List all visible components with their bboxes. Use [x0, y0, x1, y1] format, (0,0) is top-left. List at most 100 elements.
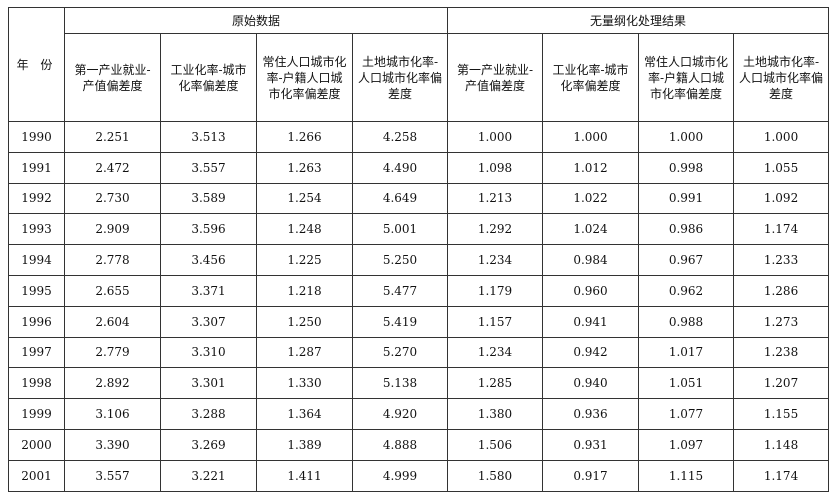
column-header: 第一产业就业-产值偏差度 — [447, 33, 544, 122]
group-header-normalized: 无量纲化处理结果 — [447, 7, 830, 34]
year-cell: 1992 — [8, 182, 65, 215]
value-cell: 1.286 — [733, 274, 830, 307]
value-cell: 4.490 — [351, 151, 449, 184]
value-cell: 3.596 — [160, 213, 257, 246]
year-cell: 1993 — [8, 213, 65, 246]
value-cell: 0.941 — [542, 305, 640, 338]
value-cell: 1.389 — [256, 428, 353, 461]
value-cell: 1.580 — [447, 459, 544, 492]
value-cell: 1.000 — [447, 121, 544, 153]
value-cell: 4.999 — [351, 459, 449, 492]
value-cell: 3.307 — [160, 305, 257, 338]
value-cell: 5.419 — [351, 305, 449, 338]
value-cell: 5.270 — [351, 336, 449, 369]
value-cell: 4.888 — [351, 428, 449, 461]
value-cell: 1.051 — [638, 367, 735, 400]
value-cell: 3.456 — [160, 244, 257, 276]
value-cell: 0.940 — [542, 367, 640, 400]
value-cell: 1.024 — [542, 213, 640, 246]
year-cell: 2000 — [8, 428, 65, 461]
value-cell: 1.077 — [638, 398, 735, 430]
value-cell: 1.233 — [733, 244, 830, 276]
column-header: 常住人口城市化率-户籍人口城市化率偏差度 — [256, 33, 353, 122]
column-header: 常住人口城市化率-户籍人口城市化率偏差度 — [638, 33, 735, 122]
value-cell: 5.477 — [351, 274, 449, 307]
value-cell: 1.380 — [447, 398, 544, 430]
value-cell: 5.250 — [351, 244, 449, 276]
value-cell: 1.098 — [447, 151, 544, 184]
year-cell: 1995 — [8, 274, 65, 307]
value-cell: 1.263 — [256, 151, 353, 184]
value-cell: 2.251 — [64, 121, 161, 153]
value-cell: 1.012 — [542, 151, 640, 184]
value-cell: 0.986 — [638, 213, 735, 246]
table-row: 1996 2.604 3.307 1.250 5.419 1.157 0.941 0.988 1… — [8, 305, 830, 338]
value-cell: 1.234 — [447, 244, 544, 276]
year-header: 年 份 — [8, 7, 65, 122]
value-cell: 1.157 — [447, 305, 544, 338]
value-cell: 1.506 — [447, 428, 544, 461]
column-header: 工业化率-城市化率偏差度 — [160, 33, 257, 122]
value-cell: 3.557 — [64, 459, 161, 492]
value-cell: 1.287 — [256, 336, 353, 369]
value-cell: 0.960 — [542, 274, 640, 307]
value-cell: 1.248 — [256, 213, 353, 246]
value-cell: 0.967 — [638, 244, 735, 276]
value-cell: 0.998 — [638, 151, 735, 184]
value-cell: 1.179 — [447, 274, 544, 307]
value-cell: 1.055 — [733, 151, 830, 184]
value-cell: 3.390 — [64, 428, 161, 461]
value-cell: 1.213 — [447, 182, 544, 215]
table-row: 2001 3.557 3.221 1.411 4.999 1.580 0.917 1.115 1… — [8, 459, 830, 492]
value-cell: 1.364 — [256, 398, 353, 430]
value-cell: 3.589 — [160, 182, 257, 215]
value-cell: 2.655 — [64, 274, 161, 307]
table-row: 1992 2.730 3.589 1.254 4.649 1.213 1.022 0.991 1… — [8, 182, 830, 215]
table-row: 1993 2.909 3.596 1.248 5.001 1.292 1.024 0.986 1… — [8, 213, 830, 246]
value-cell: 1.238 — [733, 336, 830, 369]
value-cell: 0.984 — [542, 244, 640, 276]
value-cell: 1.273 — [733, 305, 830, 338]
column-header: 土地城市化率-人口城市化率偏差度 — [351, 33, 449, 122]
value-cell: 2.778 — [64, 244, 161, 276]
value-cell: 1.218 — [256, 274, 353, 307]
value-cell: 4.649 — [351, 182, 449, 215]
value-cell: 3.371 — [160, 274, 257, 307]
value-cell: 3.557 — [160, 151, 257, 184]
year-cell: 1999 — [8, 398, 65, 430]
value-cell: 1.207 — [733, 367, 830, 400]
table-row: 1990 2.251 3.513 1.266 4.258 1.000 1.000 1.000 1… — [8, 121, 830, 153]
year-cell: 1996 — [8, 305, 65, 338]
value-cell: 0.917 — [542, 459, 640, 492]
value-cell: 1.148 — [733, 428, 830, 461]
value-cell: 0.936 — [542, 398, 640, 430]
value-cell: 4.258 — [351, 121, 449, 153]
value-cell: 1.250 — [256, 305, 353, 338]
year-cell: 1994 — [8, 244, 65, 276]
value-cell: 1.155 — [733, 398, 830, 430]
value-cell: 3.288 — [160, 398, 257, 430]
value-cell: 1.330 — [256, 367, 353, 400]
column-header: 土地城市化率-人口城市化率偏差度 — [733, 33, 830, 122]
value-cell: 1.411 — [256, 459, 353, 492]
value-cell: 1.292 — [447, 213, 544, 246]
value-cell: 1.092 — [733, 182, 830, 215]
value-cell: 2.472 — [64, 151, 161, 184]
value-cell: 1.000 — [638, 121, 735, 153]
table-row: 1998 2.892 3.301 1.330 5.138 1.285 0.940 1.051 1… — [8, 367, 830, 400]
value-cell: 0.931 — [542, 428, 640, 461]
year-cell: 1990 — [8, 121, 65, 153]
value-cell: 2.779 — [64, 336, 161, 369]
value-cell: 3.310 — [160, 336, 257, 369]
value-cell: 4.920 — [351, 398, 449, 430]
value-cell: 1.225 — [256, 244, 353, 276]
value-cell: 2.730 — [64, 182, 161, 215]
value-cell: 3.513 — [160, 121, 257, 153]
year-cell: 1997 — [8, 336, 65, 369]
table-row: 1997 2.779 3.310 1.287 5.270 1.234 0.942 1.017 1… — [8, 336, 830, 369]
value-cell: 1.174 — [733, 459, 830, 492]
group-header-raw: 原始数据 — [63, 7, 449, 34]
value-cell: 0.991 — [638, 182, 735, 215]
table-body: 1990 2.251 3.513 1.266 4.258 1.000 1.000 1.000 1… — [8, 121, 830, 492]
value-cell: 5.138 — [351, 367, 449, 400]
